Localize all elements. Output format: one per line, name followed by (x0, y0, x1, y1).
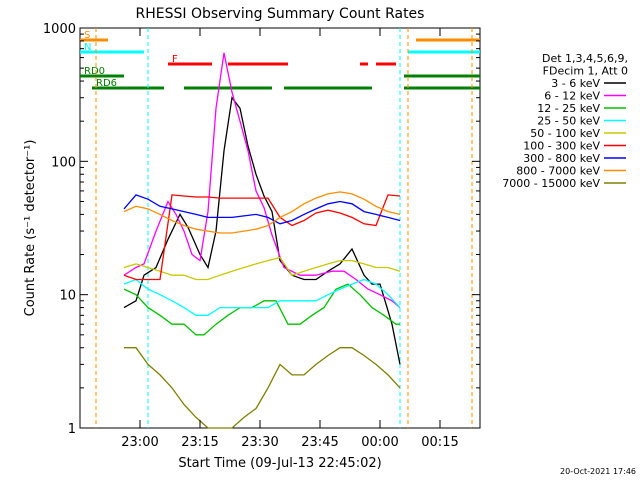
x-tick-label: 00:00 (361, 435, 398, 450)
y-tick-label: 1000 (43, 22, 76, 37)
x-tick-label: 23:15 (181, 435, 218, 450)
legend-label-800-7000-kev: 800 - 7000 keV (516, 165, 600, 178)
flag-label-rd0: RD0 (84, 66, 105, 77)
legend-label-6-12-kev: 6 - 12 keV (544, 90, 600, 103)
legend-label-100-300-kev: 100 - 300 keV (523, 140, 600, 153)
y-axis-label: Count Rate (s⁻¹ detector⁻¹) (23, 140, 38, 317)
legend-label-3-6-kev: 3 - 6 keV (551, 77, 600, 90)
vertical-markers (95, 28, 473, 428)
series-line-3-6-kev (123, 96, 401, 365)
series-line-800-7000-kev (123, 191, 401, 234)
flag-label-n: N (84, 42, 91, 53)
x-axis-label: Start Time (09-Jul-13 22:45:02) (178, 456, 381, 471)
legend-label-7000-15000-kev: 7000 - 15000 keV (502, 177, 600, 190)
x-tick-label: 23:30 (241, 435, 278, 450)
flag-label-s: S (84, 30, 90, 41)
series-lines (123, 52, 401, 429)
legend-label-25-50-kev: 25 - 50 keV (537, 115, 600, 128)
series-line-50-100-kev (123, 256, 401, 281)
series-line-300-800-kev (123, 194, 401, 225)
series-line-12-25-kev (123, 283, 400, 336)
y-tick-label: 100 (51, 155, 76, 170)
x-tick-label: 00:15 (421, 435, 458, 450)
series-line-7000-15000-kev (124, 347, 401, 429)
legend-label-50-100-kev: 50 - 100 keV (530, 127, 600, 140)
x-tick-label: 23:45 (301, 435, 338, 450)
legend-label-300-800-kev: 300 - 800 keV (523, 152, 600, 165)
flag-label-rd6: RD6 (96, 78, 117, 89)
series-line-25-50-kev (123, 278, 401, 316)
x-tick-label: 23:00 (121, 435, 158, 450)
y-tick-label: 1 (68, 422, 76, 437)
y-tick-label: 10 (59, 289, 76, 304)
chart-title: RHESSI Observing Summary Count Rates (136, 6, 425, 22)
series-line-6-12-kev (123, 52, 401, 309)
legend-label-12-25-kev: 12 - 25 keV (537, 102, 600, 115)
legend-header: FDecim 1, Att 0 (543, 65, 628, 78)
y-axis-ticks: 1 10 100 1000 (43, 22, 480, 437)
flag-label-f: F (172, 54, 178, 65)
legend-header: Det 1,3,4,5,6,9, (542, 52, 628, 65)
legend: Det 1,3,4,5,6,9,FDecim 1, Att 03 - 6 keV… (502, 52, 628, 190)
plot-frame (79, 27, 481, 429)
x-axis-ticks: 23:00 23:15 23:30 23:45 00:00 00:15 (121, 28, 459, 450)
footer-date: 20-Oct-2021 17:46 (560, 467, 636, 476)
